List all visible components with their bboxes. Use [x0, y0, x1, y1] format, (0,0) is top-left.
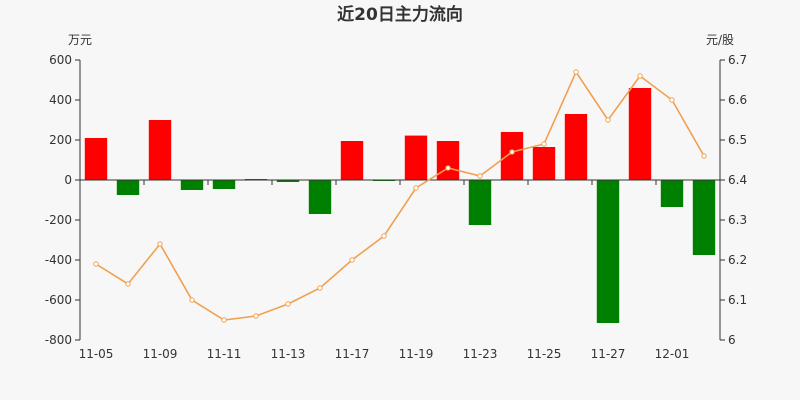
- bar-11-27: [596, 180, 620, 323]
- bar-series: [84, 88, 716, 323]
- bar-11-06: [116, 180, 140, 195]
- right-axis-unit: 元/股: [706, 33, 734, 47]
- price-point-11-27: [605, 117, 611, 123]
- bar-11-20: [436, 141, 460, 180]
- left-tick-label: 200: [49, 133, 72, 147]
- right-tick-label: 6.3: [728, 213, 747, 227]
- left-tick-label: -600: [45, 293, 72, 307]
- left-tick-label: -800: [45, 333, 72, 347]
- price-point-11-17: [349, 257, 355, 263]
- bar-11-23: [468, 180, 492, 225]
- bar-11-19: [404, 135, 428, 180]
- x-tick-label: 11-23: [463, 347, 498, 361]
- price-point-12-02: [701, 153, 707, 159]
- price-point-11-30: [637, 73, 643, 79]
- bar-11-11: [212, 180, 236, 189]
- price-line-series: [93, 69, 707, 323]
- right-tick-label: 6: [728, 333, 736, 347]
- left-tick-label: 600: [49, 53, 72, 67]
- x-tick-label: 11-11: [207, 347, 242, 361]
- bar-11-13: [276, 180, 300, 182]
- bar-12-01: [660, 180, 684, 207]
- x-tick-label: 11-25: [527, 347, 562, 361]
- price-point-11-05: [93, 261, 99, 267]
- price-point-11-18: [381, 233, 387, 239]
- price-point-11-13: [285, 301, 291, 307]
- bar-11-30: [628, 88, 652, 180]
- price-line: [95, 70, 705, 321]
- price-point-12-01: [669, 97, 675, 103]
- bar-11-25: [532, 147, 556, 180]
- bar-11-16: [308, 180, 332, 214]
- price-point-11-09: [157, 241, 163, 247]
- price-point-11-12: [253, 313, 259, 319]
- x-tick-label: 11-13: [271, 347, 306, 361]
- right-tick-label: 6.7: [728, 53, 747, 67]
- right-tick-label: 6.6: [728, 93, 747, 107]
- x-tick-label: 11-05: [79, 347, 114, 361]
- tick-labels: 600 400 200 0 -200 -400 -600 -800 6.7 6.6 6.5 6.4 6.…: [45, 53, 747, 361]
- right-tick-label: 6.5: [728, 133, 747, 147]
- price-point-11-19: [413, 185, 419, 191]
- x-tick-label: 11-27: [591, 347, 626, 361]
- x-tick-label: 11-09: [143, 347, 178, 361]
- left-axis-unit: 万元: [68, 33, 92, 47]
- price-point-11-23: [477, 173, 483, 179]
- bar-11-09: [148, 120, 172, 180]
- chart-title: 近20日主力流向: [337, 4, 463, 25]
- price-point-11-11: [221, 317, 227, 323]
- price-point-11-10: [189, 297, 195, 303]
- right-tick-label: 6.4: [728, 173, 747, 187]
- left-tick-label: -400: [45, 253, 72, 267]
- left-tick-label: 400: [49, 93, 72, 107]
- price-point-11-26: [573, 69, 579, 75]
- right-tick-label: 6.2: [728, 253, 747, 267]
- price-point-11-06: [125, 281, 131, 287]
- x-tick-label: 12-01: [655, 347, 690, 361]
- left-tick-label: -200: [45, 213, 72, 227]
- bar-11-10: [180, 180, 204, 190]
- x-tick-label: 11-19: [399, 347, 434, 361]
- right-tick-label: 6.1: [728, 293, 747, 307]
- bar-11-24: [500, 132, 524, 180]
- axes: [75, 59, 725, 341]
- price-point-11-24: [509, 149, 515, 155]
- x-tick-label: 11-17: [335, 347, 370, 361]
- bar-11-05: [84, 138, 108, 180]
- price-point-11-25: [541, 141, 547, 147]
- left-tick-label: 0: [64, 173, 72, 187]
- bar-11-26: [564, 114, 588, 180]
- bar-11-17: [340, 141, 364, 180]
- bar-12-02: [692, 180, 716, 255]
- price-point-11-20: [445, 165, 451, 171]
- price-point-11-16: [317, 285, 323, 291]
